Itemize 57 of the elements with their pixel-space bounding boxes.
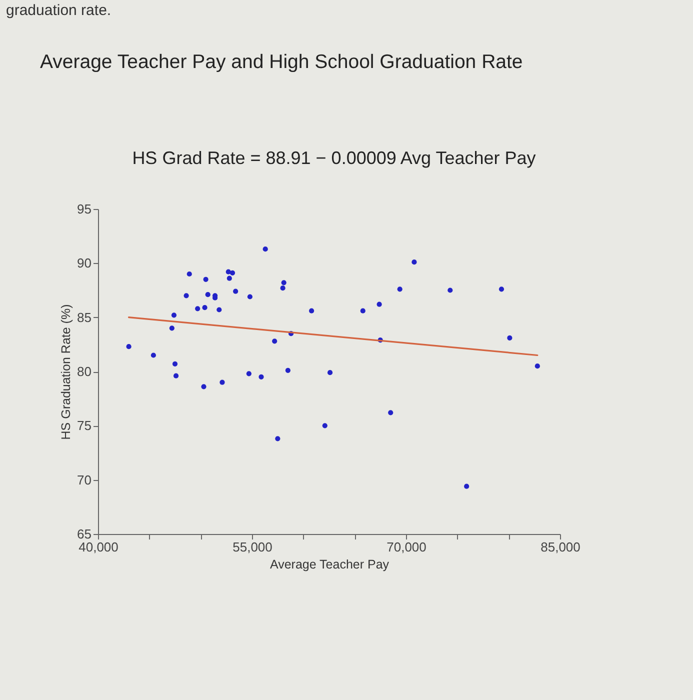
point [262, 246, 268, 252]
x-tick-label: 55,000 [232, 540, 272, 554]
y-tick-label: 95 [77, 202, 92, 216]
point [376, 302, 382, 307]
point [534, 364, 540, 369]
point [171, 312, 177, 318]
point [205, 292, 210, 298]
point [327, 370, 333, 376]
point [412, 260, 417, 265]
point [247, 294, 252, 300]
point [280, 286, 286, 291]
point [272, 338, 278, 344]
y-tick-label: 80 [77, 364, 92, 379]
point [203, 276, 208, 282]
point [195, 306, 200, 312]
point [360, 308, 366, 314]
point [184, 293, 189, 298]
point [186, 271, 192, 277]
point [172, 361, 178, 366]
point [169, 326, 174, 331]
x-axis-title: Average Teacher Pay [270, 558, 390, 572]
y-tick-label: 85 [77, 310, 92, 325]
point [173, 373, 179, 378]
point [233, 288, 238, 294]
point [150, 352, 156, 358]
point [448, 288, 453, 293]
x-tick-label: 85,000 [540, 540, 580, 554]
point [308, 308, 314, 314]
point [464, 484, 470, 489]
point [201, 384, 206, 390]
point [275, 436, 280, 442]
point [281, 280, 286, 286]
point [258, 374, 264, 380]
point [126, 344, 132, 350]
y-tick-label: 65 [77, 526, 92, 542]
point [230, 270, 236, 276]
x-tick-label: 70,000 [386, 540, 426, 554]
y-tick-label: 90 [77, 256, 92, 271]
point [397, 286, 402, 292]
y-axis-title: HS Graduation Rate (%) [59, 304, 74, 440]
point [498, 286, 504, 292]
point [388, 410, 394, 416]
chart-title: Average Teacher Pay and High School Graduation Rate [40, 51, 523, 73]
point [202, 305, 208, 310]
y-tick-label: 70 [77, 472, 92, 488]
x-tick-label: 40,000 [78, 540, 118, 554]
point [216, 307, 222, 312]
point [322, 423, 328, 428]
chart-subtitle: HS Grad Rate = 88.91 − 0.00009 Avg Teacher Pay [132, 148, 536, 168]
point [226, 276, 232, 281]
point [507, 335, 512, 340]
y-tick-label: 75 [77, 418, 92, 434]
point [246, 371, 252, 376]
point [226, 269, 231, 274]
point [220, 380, 225, 385]
point [285, 368, 290, 373]
text: graduation rate. [6, 2, 112, 19]
